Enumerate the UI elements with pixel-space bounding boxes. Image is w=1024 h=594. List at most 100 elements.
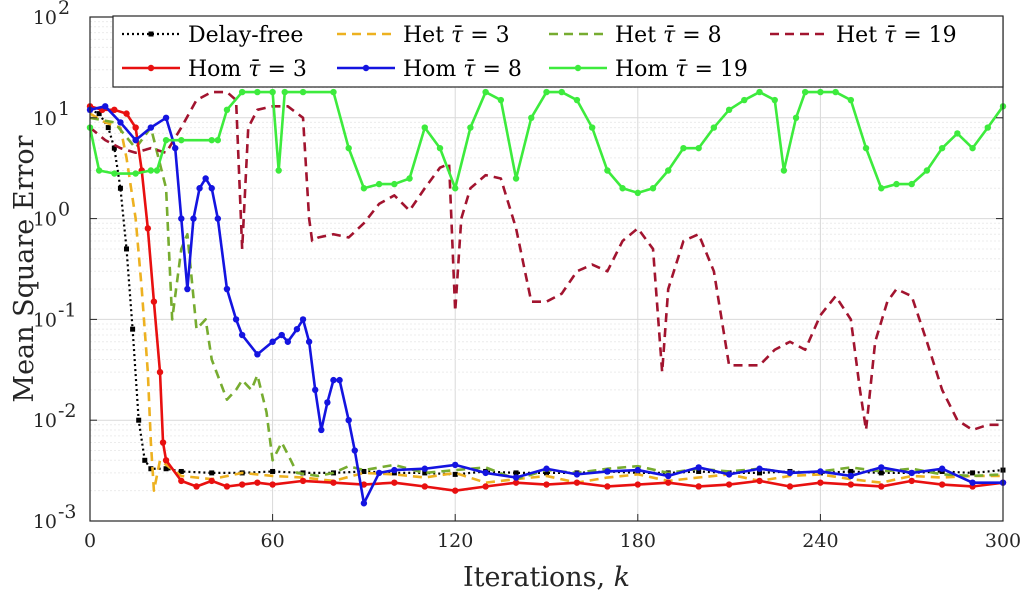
data-point (345, 144, 352, 152)
data-point (136, 417, 142, 423)
data-point (312, 386, 319, 394)
data-point (238, 331, 246, 339)
legend-marker (574, 64, 582, 72)
data-point (254, 351, 261, 358)
data-point (96, 111, 102, 117)
data-point (741, 96, 748, 104)
y-tick-label: 10 (33, 108, 57, 130)
data-point (111, 170, 118, 177)
data-point (422, 470, 428, 476)
data-point (299, 477, 307, 485)
series-3 (89, 90, 1003, 432)
data-point (163, 466, 169, 472)
data-point (178, 477, 185, 485)
data-point (132, 124, 139, 131)
data-point (938, 144, 946, 152)
data-point (123, 110, 130, 117)
data-point (375, 180, 383, 188)
data-point (111, 145, 117, 151)
data-point (680, 144, 687, 152)
data-point (878, 483, 885, 490)
y-tick-exponent: -2 (58, 400, 77, 422)
series-line (89, 112, 1003, 492)
series-lines (86, 88, 1007, 507)
data-point (969, 479, 976, 486)
legend-item-3: Het τ̄ = 19 (770, 23, 957, 48)
data-point (270, 468, 276, 474)
data-point (269, 88, 276, 96)
data-point (543, 481, 550, 488)
y-tick-exponent: 0 (58, 199, 70, 221)
data-point (573, 96, 581, 104)
y-tick-exponent: 1 (58, 98, 70, 120)
data-point (178, 215, 185, 222)
data-point (847, 96, 855, 104)
data-point (938, 481, 946, 488)
y-tick-exponent: -1 (58, 299, 77, 321)
data-point (254, 479, 261, 486)
y-tick-label: 10 (33, 209, 57, 231)
y-tick-label: 10 (33, 7, 57, 29)
legend-label: Het τ̄ = 19 (836, 23, 957, 48)
data-point (528, 114, 535, 122)
data-point (695, 483, 702, 490)
data-point (111, 106, 118, 114)
data-point (665, 472, 672, 480)
series-5 (86, 103, 1007, 507)
data-point (421, 465, 428, 472)
data-point (543, 88, 550, 96)
legend-item-1: Het τ̄ = 3 (337, 23, 510, 48)
data-point (202, 175, 209, 182)
data-point (452, 461, 459, 469)
legend-item-4: Hom τ̄ = 3 (122, 57, 307, 82)
data-point (786, 483, 794, 490)
data-point (847, 472, 855, 480)
data-point (159, 439, 167, 446)
data-point (970, 470, 976, 476)
data-point (604, 167, 611, 174)
data-point (214, 215, 222, 222)
data-point (148, 466, 154, 472)
data-point (984, 124, 991, 131)
x-axis-ticks: 0 60 120 180 240 300 (84, 17, 1021, 552)
data-point (156, 368, 164, 376)
data-point (696, 468, 702, 474)
data-point (878, 464, 885, 471)
data-point (756, 465, 763, 472)
data-point (893, 180, 900, 188)
data-point (862, 144, 870, 152)
data-point (452, 471, 458, 477)
data-point (604, 468, 611, 475)
data-point (878, 470, 884, 476)
data-point (436, 144, 444, 152)
data-point (780, 167, 788, 174)
x-axis-title: Iterations, k (463, 562, 630, 593)
data-point (361, 468, 367, 474)
data-point (284, 338, 292, 345)
x-tick-label: 300 (985, 530, 1021, 552)
y-tick-exponent: 2 (58, 0, 70, 19)
x-tick-label: 120 (437, 530, 473, 552)
legend-label: Hom τ̄ = 19 (615, 57, 748, 82)
data-point (193, 483, 200, 490)
data-point (878, 185, 885, 192)
data-point (634, 481, 641, 488)
data-point (208, 136, 215, 144)
data-point (634, 189, 641, 197)
data-point (634, 466, 641, 474)
legend-label: Hom τ̄ = 8 (403, 57, 522, 82)
data-point (293, 325, 301, 333)
data-point (756, 477, 763, 485)
data-point (771, 96, 778, 104)
legend: Delay-free Het τ̄ = 3 Het τ̄ = 8 Het τ̄ = 1… (112, 15, 1004, 88)
legend-item-0: Delay-free (122, 23, 303, 48)
data-point (208, 185, 215, 192)
data-point (695, 464, 702, 471)
data-point (318, 426, 325, 434)
data-point (421, 483, 428, 490)
legend-label: Hom τ̄ = 3 (188, 57, 307, 82)
data-point (305, 338, 313, 345)
data-point (254, 88, 261, 96)
series-line (89, 105, 1004, 492)
